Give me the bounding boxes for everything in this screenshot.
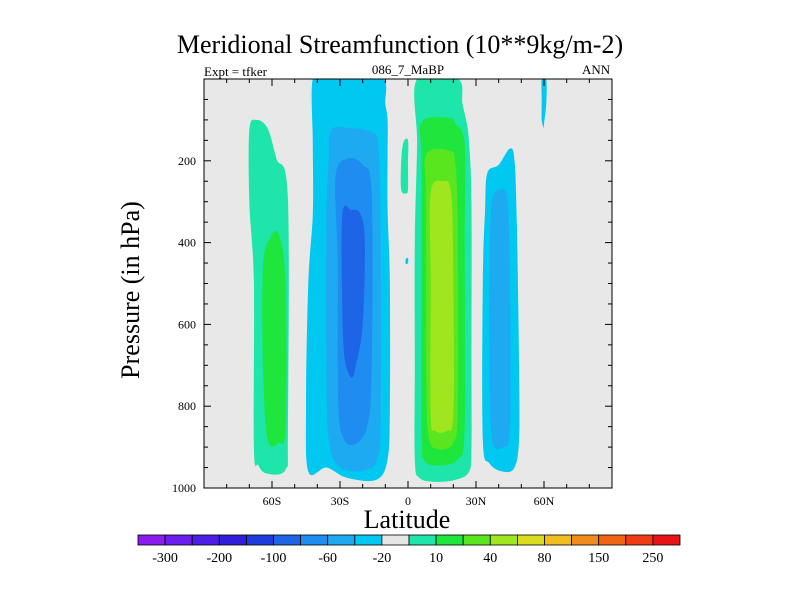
contour-region-13: [541, 79, 547, 129]
colorbar-swatch: [300, 534, 329, 546]
x-tick-label: 0: [405, 494, 411, 508]
colorbar-swatch: [517, 534, 545, 546]
colorbar-swatch: [462, 534, 491, 546]
colorbar-swatch: [191, 534, 220, 546]
colorbar: -300 -200 -100 -60 -20 10 40 80 150 250: [137, 534, 681, 566]
y-tick-label: 800: [178, 399, 196, 413]
colorbar-swatch: [544, 534, 573, 546]
colorbar-swatch: [625, 534, 654, 546]
colorbar-label: 250: [642, 551, 663, 566]
colorbar-label: 40: [483, 551, 497, 566]
colorbar-label: -200: [206, 551, 232, 566]
colorbar-swatch: [381, 534, 410, 546]
contour-region-5: [341, 205, 365, 378]
colorbar-label: -60: [318, 551, 337, 566]
y-tick-label: 600: [178, 317, 196, 331]
x-tick-label: 30S: [331, 494, 350, 508]
colorbar-swatch: [354, 534, 383, 546]
y-tick-label: 200: [178, 154, 196, 168]
x-tick-label: 30N: [466, 494, 487, 508]
colorbar-swatch: [273, 534, 302, 546]
contour-region-9: [429, 180, 454, 433]
experiment-label: Expt = tfker: [204, 64, 267, 79]
colorbar-label: 80: [538, 551, 552, 566]
y-tick-label: 400: [178, 236, 196, 250]
colorbar-swatch: [652, 534, 681, 546]
x-tick-label: 60S: [263, 494, 282, 508]
colorbar-label: 10: [429, 551, 443, 566]
colorbar-swatch: [218, 534, 247, 546]
season-label: ANN: [582, 62, 611, 77]
colorbar-label: -20: [373, 551, 392, 566]
colorbar-swatch: [408, 534, 437, 546]
chart-title: Meridional Streamfunction (10**9kg/m-2): [176, 30, 624, 59]
contour-region-10: [400, 138, 409, 194]
contour-region-14: [405, 257, 409, 265]
contour-region-1: [262, 230, 287, 447]
contour-region-12: [489, 189, 511, 450]
colorbar-swatch: [571, 534, 600, 546]
run-label: 086_7_MaBP: [371, 62, 445, 77]
colorbar-label: 150: [588, 551, 609, 566]
contour-regions: [248, 79, 547, 482]
colorbar-swatch: [137, 534, 166, 546]
x-axis-label: Latitude: [363, 505, 451, 534]
colorbar-swatch: [598, 534, 627, 546]
y-tick-label: 1000: [172, 481, 196, 495]
colorbar-swatch: [489, 534, 518, 546]
plot-area: 200 400 600 800 1000 60S 30S 0 30N 60N: [172, 78, 613, 508]
colorbar-swatch: [164, 534, 193, 546]
y-axis-label: Pressure (in hPa): [116, 201, 145, 379]
colorbar-label: -300: [152, 551, 178, 566]
colorbar-swatch: [435, 534, 464, 546]
colorbar-swatch: [245, 534, 274, 546]
colorbar-swatch: [327, 534, 356, 546]
colorbar-label: -100: [261, 551, 287, 566]
x-tick-label: 60N: [534, 494, 555, 508]
